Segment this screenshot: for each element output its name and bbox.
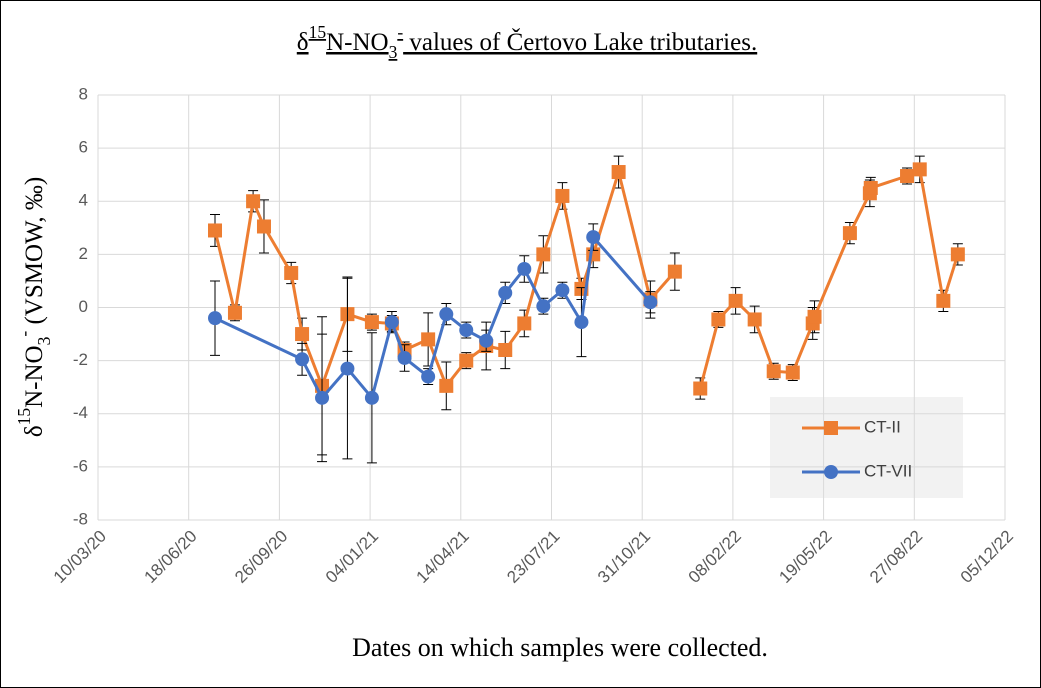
marker [807, 309, 822, 324]
marker [364, 390, 379, 405]
y-tick-label: 8 [79, 84, 88, 103]
y-tick-label: -2 [73, 350, 88, 369]
chart-title: δ15N-NO3- values of Čertovo Lake tributa… [297, 22, 757, 62]
marker [611, 165, 626, 180]
marker [439, 307, 454, 322]
y-tick-label: -6 [73, 456, 88, 475]
marker [498, 343, 513, 357]
text-part: 15 [14, 408, 34, 426]
marker [421, 369, 436, 384]
text-part: (VSMOW, ‰) [21, 177, 48, 331]
marker [459, 353, 474, 368]
text-part: values of Čertovo Lake tributaries. [403, 28, 757, 56]
marker [256, 219, 271, 234]
marker [208, 223, 223, 238]
marker [900, 169, 915, 184]
marker [536, 247, 551, 262]
y-axis-title: δ15N-NO3- (VSMOW, ‰) [14, 177, 54, 437]
text-part: N-NO [21, 345, 48, 408]
x-axis-title: Dates on which samples were collected. [352, 633, 768, 662]
y-tick-label: 6 [79, 138, 88, 157]
marker [246, 194, 261, 209]
text-part: 15 [309, 22, 327, 42]
marker [421, 332, 436, 347]
marker [517, 261, 532, 276]
marker [459, 323, 474, 338]
marker [950, 247, 965, 262]
marker [586, 230, 601, 245]
text-part: - [14, 331, 34, 337]
legend-marker [824, 465, 838, 479]
marker [227, 305, 242, 320]
legend-label: CT-II [864, 417, 901, 436]
marker [711, 312, 726, 327]
marker [364, 315, 379, 330]
marker [574, 315, 589, 330]
marker [397, 350, 412, 365]
legend-box [770, 397, 963, 498]
marker [766, 364, 781, 379]
marker [747, 312, 762, 327]
marker [208, 311, 223, 326]
legend-marker [824, 421, 838, 435]
marker [643, 295, 658, 310]
marker [284, 265, 299, 280]
marker [667, 264, 682, 279]
y-tick-label: 2 [79, 244, 88, 263]
legend-label: CT-VII [864, 461, 912, 480]
marker [517, 316, 532, 331]
text-part: - [397, 22, 403, 42]
text-part: 3 [389, 42, 398, 62]
marker [498, 285, 513, 300]
y-tick-label: -8 [73, 509, 88, 528]
marker [315, 390, 330, 405]
series [208, 223, 658, 464]
series [208, 155, 965, 456]
marker [555, 188, 570, 203]
marker [479, 333, 494, 348]
y-tick-label: -4 [73, 403, 88, 422]
marker [295, 352, 310, 367]
y-tick-label: 0 [79, 297, 88, 316]
marker [863, 180, 878, 195]
text-part: δ [297, 29, 309, 56]
marker [693, 381, 708, 396]
marker [936, 293, 951, 308]
marker [536, 299, 551, 314]
marker [384, 315, 399, 330]
text-part: 3 [34, 336, 54, 345]
marker [439, 378, 454, 393]
marker [912, 162, 927, 177]
marker [728, 293, 743, 308]
marker [555, 283, 570, 298]
marker [295, 327, 310, 342]
text-part: δ [21, 425, 48, 437]
marker [340, 361, 355, 376]
y-tick-label: 4 [79, 191, 88, 210]
marker [842, 226, 857, 241]
marker [785, 365, 800, 380]
text-part: N-NO [326, 29, 389, 56]
